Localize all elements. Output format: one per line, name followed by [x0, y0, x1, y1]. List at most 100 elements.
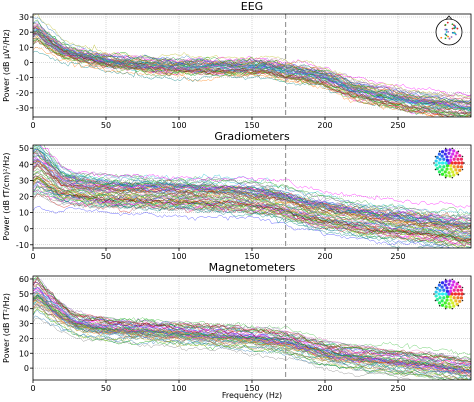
channel-trace [33, 181, 471, 239]
channel-trace [33, 171, 471, 236]
y-tick-label: -10 [16, 74, 29, 83]
panel-title: Gradiometers [214, 130, 290, 143]
sensor-map-inset [433, 147, 465, 179]
y-tick-label: 20 [19, 193, 29, 202]
channel-trace [33, 33, 471, 111]
panel-title: Magnetometers [209, 261, 296, 274]
channel-trace [33, 293, 471, 370]
channel-trace [33, 290, 471, 375]
channel-trace [33, 183, 457, 248]
channel-trace [39, 145, 471, 221]
channel-trace [39, 145, 471, 215]
y-tick-label: 0 [24, 58, 29, 67]
channel-traces [33, 276, 471, 380]
y-tick-label: 0 [24, 225, 29, 234]
channel-trace [33, 309, 471, 380]
y-tick-label: 20 [19, 334, 29, 343]
channel-trace [33, 149, 471, 225]
y-tick-label: -30 [16, 104, 29, 113]
channel-traces [33, 145, 471, 248]
x-tick-label: 0 [30, 252, 35, 261]
channel-trace [33, 149, 471, 226]
channel-trace [33, 154, 471, 219]
channel-trace [33, 148, 471, 225]
channel-trace [33, 192, 471, 246]
x-tick-label: 50 [101, 121, 111, 130]
channel-trace [33, 25, 471, 104]
x-tick-label: 250 [390, 252, 405, 261]
x-tick-label: 100 [171, 252, 186, 261]
channel-trace [33, 145, 471, 216]
y-tick-label: 10 [19, 209, 29, 218]
x-tick-label: 0 [30, 121, 35, 130]
channel-trace [33, 152, 471, 227]
channel-trace [33, 296, 464, 380]
x-tick-label: 150 [244, 121, 259, 130]
channel-trace [33, 50, 471, 117]
x-tick-label: 100 [171, 121, 186, 130]
x-tick-label: 250 [390, 384, 405, 393]
y-axis-label: Power (dB fT/cm)²/Hz) [2, 153, 11, 241]
x-tick-label: 150 [244, 252, 259, 261]
channel-trace [33, 158, 471, 222]
channel-trace [33, 296, 471, 380]
channel-trace [33, 149, 471, 229]
channel-trace [33, 191, 464, 248]
y-tick-label: 10 [19, 43, 29, 52]
channel-trace [33, 300, 471, 380]
panel-0: EEG 0 50 100 150 200 250 -30 -20 -10 0 10 20 30 Power … [2, 0, 472, 130]
y-tick-label: 50 [19, 290, 29, 299]
channel-trace [33, 296, 469, 380]
x-tick-label: 200 [317, 252, 332, 261]
channel-trace [33, 279, 471, 363]
sensor-map-inset [435, 15, 463, 46]
y-tick-label: -10 [16, 241, 29, 250]
y-tick-label: 60 [19, 275, 29, 284]
channel-trace [33, 31, 471, 106]
y-tick-label: 40 [19, 305, 29, 314]
x-tick-label: 250 [390, 121, 405, 130]
channel-trace [33, 167, 471, 242]
x-tick-label: 50 [101, 252, 111, 261]
y-tick-label: 0 [24, 364, 29, 373]
channel-trace [40, 145, 471, 209]
channel-trace [33, 317, 412, 380]
y-tick-label: 30 [19, 176, 29, 185]
y-tick-label: 10 [19, 349, 29, 358]
channel-trace [33, 21, 471, 103]
channel-trace [33, 291, 471, 374]
channel-trace [33, 193, 471, 244]
channel-trace [33, 34, 471, 115]
y-tick-label: 20 [19, 28, 29, 37]
channel-trace [33, 25, 471, 99]
x-tick-label: 100 [171, 384, 186, 393]
channel-trace [33, 14, 471, 98]
channel-trace [33, 296, 471, 374]
channel-trace [33, 189, 471, 247]
channel-trace [33, 32, 471, 111]
x-tick-label: 200 [317, 384, 332, 393]
y-axis-label: Power (dB µV²/Hz) [2, 29, 11, 102]
panel-title: EEG [241, 0, 263, 13]
channel-trace [33, 175, 471, 242]
channel-trace [33, 277, 471, 356]
y-tick-label: 50 [19, 144, 29, 153]
y-tick-label: 40 [19, 160, 29, 169]
channel-trace [33, 30, 469, 117]
x-tick-label: 200 [317, 121, 332, 130]
channel-trace [33, 29, 471, 112]
channel-trace [33, 278, 471, 361]
y-tick-label: 30 [19, 320, 29, 329]
x-tick-label: 50 [101, 384, 111, 393]
x-axis-label: Frequency (Hz) [222, 391, 282, 400]
channel-trace [33, 307, 470, 380]
x-tick-label: 150 [244, 384, 259, 393]
channel-traces [33, 14, 471, 117]
panel-2: Magnetometers 0 50 100 150 200 250 0 10 20 30 40 50 6… [2, 261, 472, 400]
sensor-map-inset [433, 278, 465, 310]
channel-trace [33, 277, 471, 365]
x-tick-label: 0 [30, 384, 35, 393]
y-tick-label: -20 [16, 89, 29, 98]
